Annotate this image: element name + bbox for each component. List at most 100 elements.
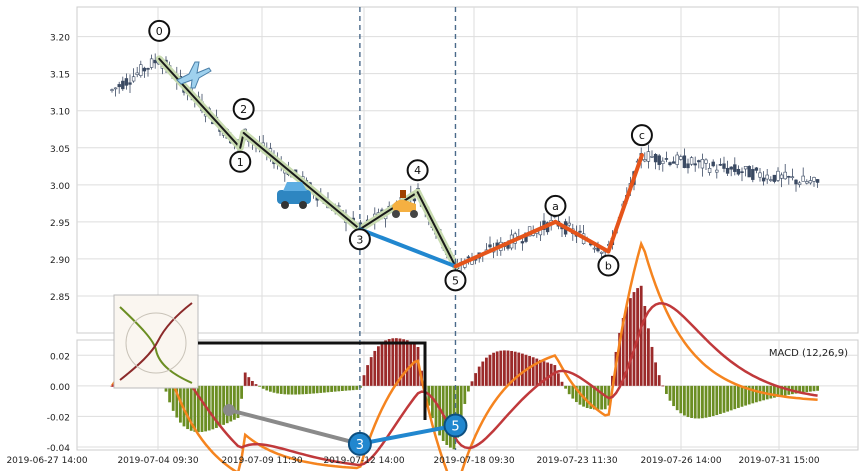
wave-correction (553, 219, 611, 254)
candle-body (139, 64, 143, 76)
macd-bar (481, 361, 485, 386)
macd-bar (798, 385, 801, 394)
candle-body (779, 174, 784, 179)
macd-bar (398, 338, 402, 386)
candle-body (142, 67, 147, 72)
macd-bar (215, 385, 218, 428)
y-tick-label: 3.10 (50, 108, 70, 118)
candle-body (149, 58, 154, 68)
candle-body (113, 87, 118, 90)
wave-label-circle (406, 159, 429, 182)
macd-bar (809, 385, 812, 392)
candle-body (758, 172, 762, 178)
macd-bar (110, 385, 114, 387)
macd-marker (347, 431, 372, 456)
macd-bar (373, 350, 377, 386)
candle-body (787, 176, 791, 178)
macd-bar (805, 385, 809, 393)
macd-bar (683, 385, 686, 416)
macd-bar (319, 385, 323, 393)
candle-body (520, 241, 525, 244)
signal-line (111, 302, 818, 467)
candle-body (718, 164, 723, 166)
macd-bar (708, 385, 711, 417)
wave-segment (242, 131, 361, 231)
wave-label: 2 (240, 103, 247, 116)
candle-body (675, 154, 679, 165)
macd-bar (650, 346, 654, 386)
candle-body (751, 169, 755, 180)
candle-body (146, 68, 150, 70)
macd-bar (175, 385, 179, 418)
candle-body (643, 159, 647, 162)
macd-blue-segment (359, 423, 456, 446)
macd-bar (434, 385, 438, 428)
macd-bar (463, 385, 467, 404)
macd-bar (265, 385, 269, 391)
macd-bar (560, 381, 564, 386)
wave-label-circle (229, 150, 252, 173)
macd-bar (693, 385, 697, 419)
macd-bar (564, 385, 567, 389)
macd-bar (341, 385, 344, 391)
candle-body (135, 72, 139, 75)
macd-bar (740, 385, 744, 407)
wave-label: 5 (452, 274, 459, 287)
macd-bar (333, 385, 337, 392)
macd-bar (603, 385, 607, 410)
wave-label: 0 (156, 25, 163, 38)
y-tick-label: -0.04 (47, 444, 71, 454)
candle-body (657, 155, 661, 165)
x-tick-label: 2019-06-27 14:00 (6, 456, 87, 466)
macd-bar (323, 385, 326, 393)
candle-body (801, 175, 805, 182)
macd-bar (794, 385, 798, 394)
macd-bar (632, 292, 636, 386)
candle-body (110, 89, 114, 91)
macd-bar (492, 352, 495, 386)
candle-body (693, 163, 697, 166)
macd-bar (474, 373, 477, 386)
macd-bar (254, 384, 258, 386)
candle-body (131, 76, 136, 82)
wave-label: 4 (414, 164, 421, 177)
macd-bar (647, 328, 650, 386)
wave-correction (453, 219, 558, 269)
macd-bar (351, 385, 355, 391)
macd-bar (305, 385, 308, 395)
macd-bar (747, 385, 751, 405)
macd-bar (686, 385, 690, 418)
macd-bar (330, 385, 333, 392)
macd-bar (506, 350, 510, 386)
macd-bar (755, 385, 758, 403)
macd-bar (542, 361, 546, 386)
macd-bar (164, 385, 168, 392)
macd-bar (697, 385, 701, 419)
macd-bar (744, 385, 747, 406)
macd-bar (186, 385, 189, 430)
macd-bar (283, 385, 287, 395)
candle-body (754, 167, 759, 171)
macd-bar (531, 357, 535, 386)
candle-body (671, 161, 676, 164)
candle-body (805, 181, 809, 184)
macd-bar (812, 385, 816, 392)
wave-label: a (552, 200, 559, 213)
y-tick-labels: 2.85 2.90 2.95 3.00 3.05 3.10 3.15 3.20 -0.04 -0.… (47, 34, 71, 454)
macd-bar (344, 385, 348, 391)
macd-bar (488, 354, 492, 386)
candle-body (153, 59, 157, 64)
macd-bar (629, 298, 632, 386)
macd-bar (661, 385, 665, 387)
macd-bar (384, 340, 387, 386)
x-tick-label: 2019-07-18 09:30 (433, 456, 514, 466)
macd-bar (402, 339, 405, 386)
macd-bar (391, 338, 395, 386)
candle-body (121, 80, 125, 90)
y-tick-label: 3.00 (50, 182, 70, 192)
candle-body (743, 166, 748, 170)
macd-bar (233, 385, 236, 420)
wave-label: 1 (237, 156, 244, 169)
candle-body (776, 170, 780, 181)
candle-body (704, 159, 708, 164)
